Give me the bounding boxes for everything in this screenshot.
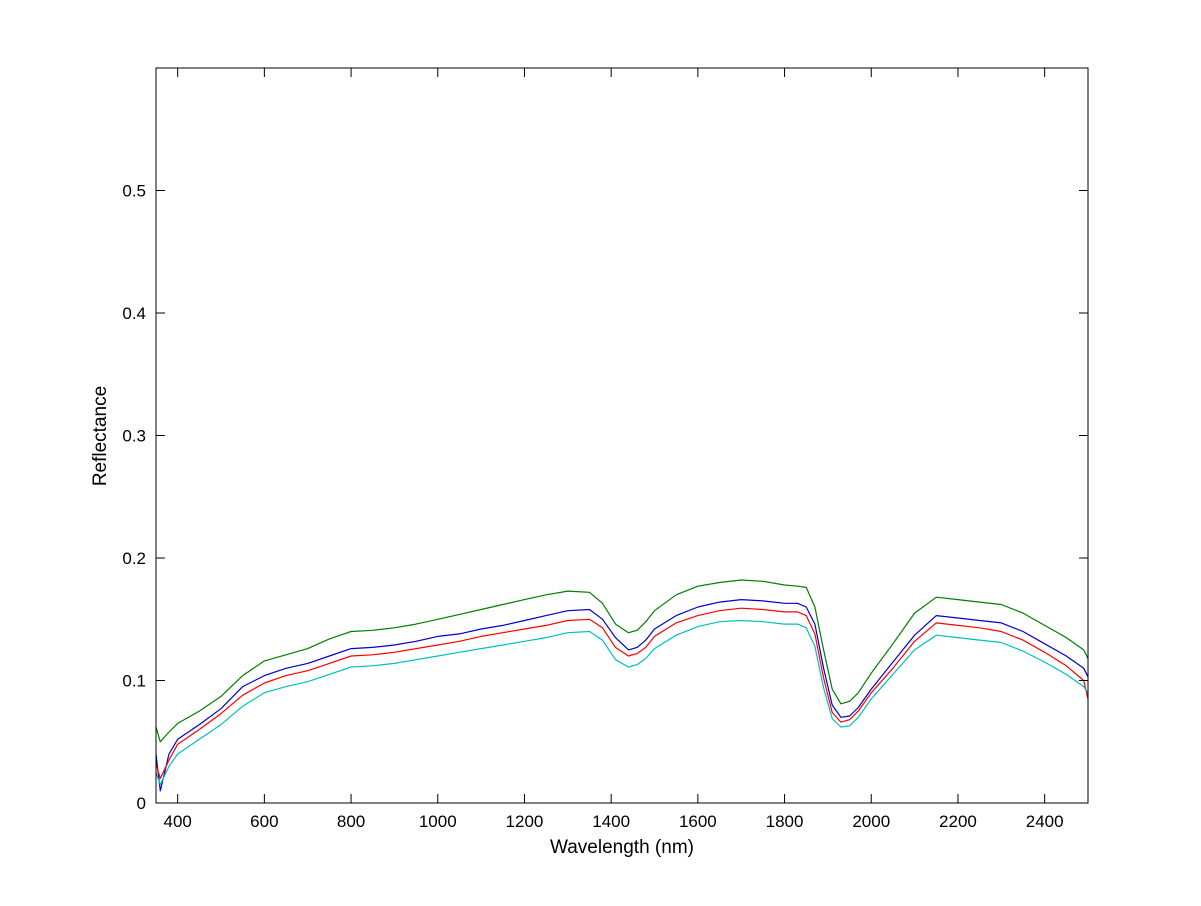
series-line-3: [155, 607, 1089, 780]
tick-layer: 400 600 800 1000 1200 1400 1600 1800 2000 2200 240…: [122, 68, 1088, 831]
y-tick-label: 0.3: [122, 427, 146, 446]
y-tick-label: 0.1: [122, 672, 146, 691]
series-line-4: [155, 619, 1089, 786]
y-tick-label: 0.2: [122, 549, 146, 568]
y-tick-label: 0.5: [122, 182, 146, 201]
y-axis-label: Reflectance: [90, 386, 111, 486]
series-layer: [155, 579, 1089, 792]
series-line-2: [155, 598, 1089, 792]
plot-frame: [155, 67, 1089, 804]
x-tick-label: 1000: [419, 812, 457, 831]
x-tick-label: 400: [163, 812, 191, 831]
x-tick-label: 1600: [679, 812, 717, 831]
x-tick-label: 800: [337, 812, 365, 831]
x-axis-label: Wavelength (nm): [550, 837, 694, 858]
x-tick-label: 2000: [852, 812, 890, 831]
y-tick-label: 0: [137, 794, 146, 813]
y-tick-label: 0.4: [122, 304, 146, 323]
x-tick-label: 1400: [592, 812, 630, 831]
x-tick-label: 2200: [939, 812, 977, 831]
x-tick-label: 2400: [1026, 812, 1064, 831]
x-tick-label: 600: [250, 812, 278, 831]
series-line-1: [155, 579, 1089, 743]
x-tick-label: 1200: [506, 812, 544, 831]
x-tick-label: 1800: [766, 812, 804, 831]
